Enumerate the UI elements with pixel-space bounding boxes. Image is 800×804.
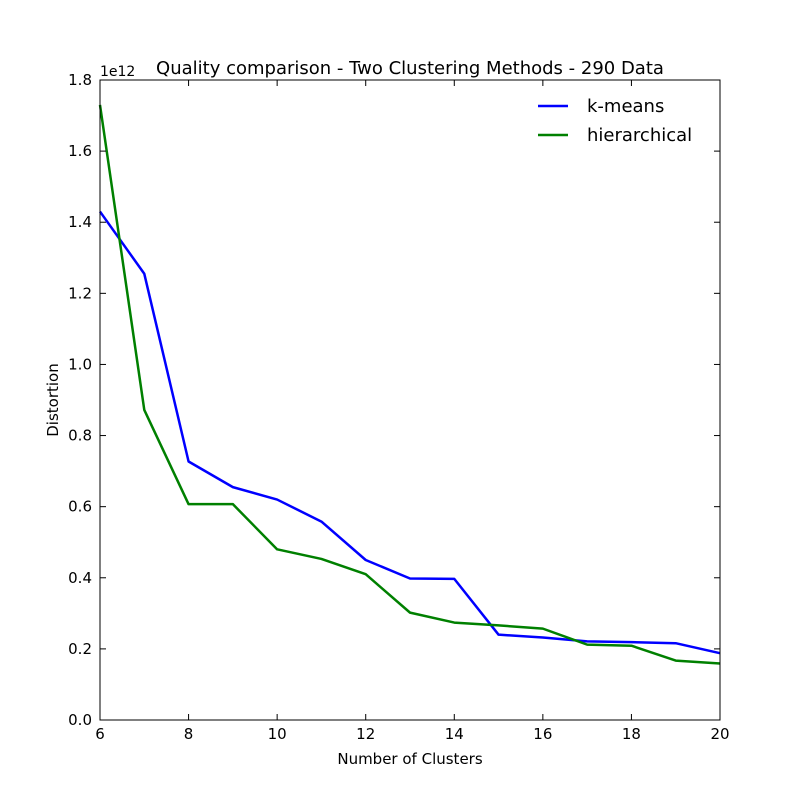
y-tick-label: 0.0 bbox=[68, 711, 92, 729]
x-tick-label: 16 bbox=[533, 725, 552, 743]
legend: k-means hierarchical bbox=[538, 96, 692, 146]
plot-frame bbox=[99, 79, 721, 721]
legend-label: hierarchical bbox=[587, 125, 692, 146]
y-tick-label: 1.4 bbox=[68, 213, 92, 231]
x-tick-label: 12 bbox=[356, 725, 375, 743]
y-tick-label: 1.8 bbox=[68, 71, 92, 89]
y-tick-label: 0.6 bbox=[68, 498, 92, 516]
plot-area bbox=[100, 80, 720, 720]
chart-title: Quality comparison - Two Clustering Meth… bbox=[156, 58, 664, 79]
y-tick-label: 1.0 bbox=[68, 355, 92, 373]
y-tick-label: 0.2 bbox=[68, 640, 92, 658]
x-axis-label: Number of Clusters bbox=[337, 750, 482, 768]
x-tick-label: 8 bbox=[184, 725, 194, 743]
y-tick-label: 1.2 bbox=[68, 284, 92, 302]
y-tick-label: 1.6 bbox=[68, 142, 92, 160]
x-tick-label: 20 bbox=[710, 725, 729, 743]
ticks-layer: 6 8 10 12 14 16 18 20 0.0 0.2 0.4 0.6 0.8 1.0 1.2 1.4 1.… bbox=[68, 71, 729, 743]
series-line-k-means bbox=[98, 210, 721, 655]
y-tick-label: 0.8 bbox=[68, 427, 92, 445]
x-tick-label: 14 bbox=[445, 725, 464, 743]
legend-label: k-means bbox=[587, 96, 664, 117]
x-tick-label: 18 bbox=[622, 725, 641, 743]
y-offset-label: 1e12 bbox=[100, 64, 135, 80]
x-tick-label: 6 bbox=[95, 725, 105, 743]
y-tick-label: 0.4 bbox=[68, 569, 92, 587]
y-axis-label: Distortion bbox=[44, 363, 62, 437]
series-layer bbox=[98, 104, 721, 665]
x-tick-label: 10 bbox=[268, 725, 287, 743]
series-line-hierarchical bbox=[98, 104, 721, 665]
